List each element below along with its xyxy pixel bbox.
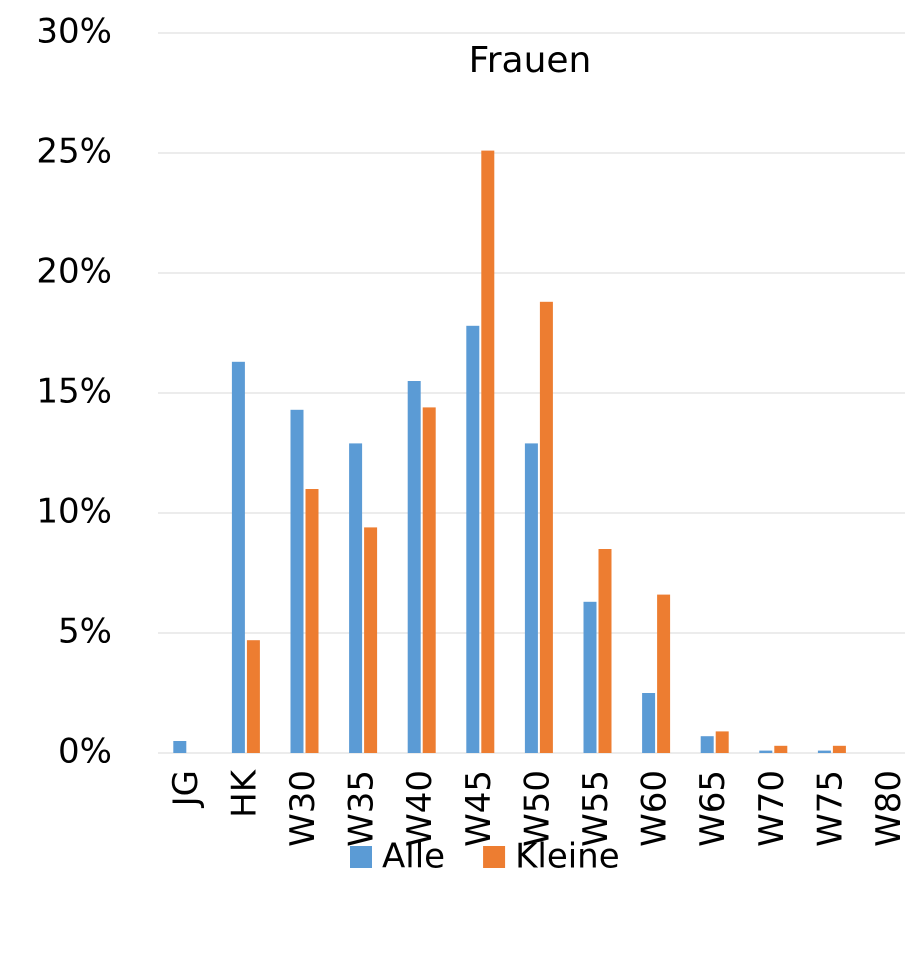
bar xyxy=(657,594,671,753)
legend-label: Alle xyxy=(382,837,445,877)
x-tick-label: JG xyxy=(166,770,206,808)
bar xyxy=(407,381,421,753)
bar xyxy=(524,443,538,753)
bar xyxy=(349,443,363,753)
bar xyxy=(364,527,378,753)
bar xyxy=(817,750,831,753)
y-tick-label: 30% xyxy=(36,12,112,52)
bar xyxy=(481,150,495,754)
legend-swatch xyxy=(350,846,372,868)
bar xyxy=(173,741,187,753)
x-tick-label: W80 xyxy=(869,770,905,847)
y-tick-label: 15% xyxy=(36,372,112,412)
x-tick-label: W55 xyxy=(576,770,616,847)
y-tick-label: 20% xyxy=(36,252,112,292)
bar xyxy=(759,750,773,753)
bar xyxy=(832,745,846,753)
y-tick-label: 5% xyxy=(58,612,112,652)
legend-swatch xyxy=(483,846,506,868)
bar xyxy=(422,407,436,753)
chart-title: Frauen xyxy=(469,40,592,81)
bar xyxy=(539,301,553,753)
bar xyxy=(246,640,260,753)
bar xyxy=(231,361,245,753)
x-tick-label: W65 xyxy=(693,770,733,847)
y-tick-label: 0% xyxy=(58,732,112,772)
bar xyxy=(715,731,729,753)
bar xyxy=(305,489,319,753)
x-tick-label: W50 xyxy=(517,770,557,847)
x-tick-label: W60 xyxy=(635,770,675,847)
bar xyxy=(583,601,597,753)
bar xyxy=(290,409,304,753)
x-tick-label: W30 xyxy=(283,770,323,847)
bar xyxy=(466,325,480,753)
x-tick-label: HK xyxy=(224,768,264,818)
x-tick-label: W70 xyxy=(752,770,792,847)
bar xyxy=(700,736,714,753)
bar xyxy=(642,693,656,753)
x-tick-label: W40 xyxy=(400,770,440,847)
x-tick-label: W45 xyxy=(459,770,499,847)
x-tick-label: W75 xyxy=(810,770,850,847)
legend-label: Kleine xyxy=(515,837,620,877)
bar xyxy=(598,549,612,753)
x-tick-label: W35 xyxy=(342,770,382,847)
y-tick-label: 10% xyxy=(36,492,112,532)
bar xyxy=(774,745,788,753)
y-tick-label: 25% xyxy=(36,132,112,172)
